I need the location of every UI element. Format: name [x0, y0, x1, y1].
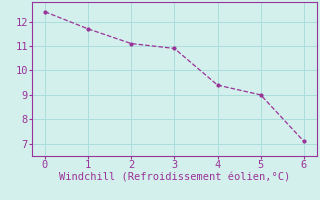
X-axis label: Windchill (Refroidissement éolien,°C): Windchill (Refroidissement éolien,°C) [59, 173, 290, 183]
